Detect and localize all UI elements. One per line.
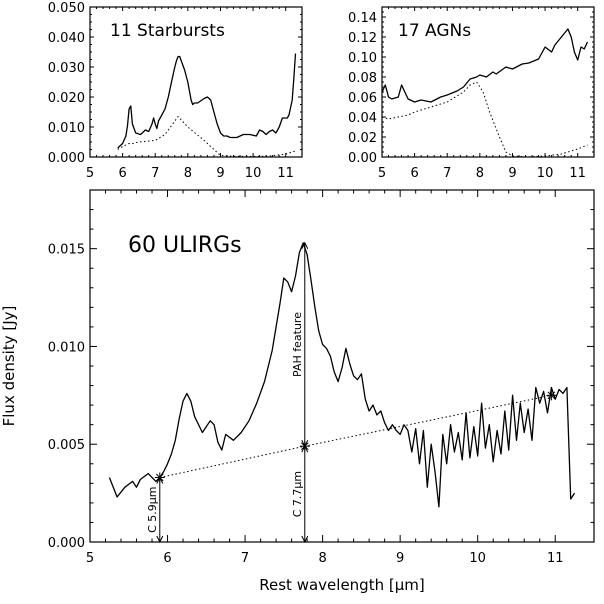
starbursts-x-tick-label: 5 <box>86 166 94 181</box>
annotation-label: C 7.7μm <box>291 471 304 517</box>
ulirgs-x-tick-label: 11 <box>547 551 564 566</box>
starbursts-x-tick-label: 8 <box>184 166 192 181</box>
starbursts-y-tick-label: 0.030 <box>48 61 85 76</box>
agns-x-tick-label: 11 <box>569 166 586 181</box>
ulirgs-x-tick-label: 7 <box>241 551 249 566</box>
panel-starbursts: 11 Starbursts 5 6 7 8 9 10 11 0.000 0.010 0.020 0.… <box>48 1 303 181</box>
starbursts-y-tick-label: 0.050 <box>48 1 85 16</box>
starbursts-continuum-line <box>117 116 296 157</box>
annotation-arrowhead <box>156 476 164 484</box>
annotation-arrowhead <box>156 535 164 544</box>
agns-x-tick-label: 9 <box>508 166 516 181</box>
agns-spectrum-line <box>381 28 589 103</box>
agns-x-tick-label: 5 <box>378 166 386 181</box>
panel-agns-title: 17 AGNs <box>398 21 471 41</box>
annotation-arrowhead <box>301 535 309 544</box>
panel-ulirgs-annotations: C 5.9μm C 7.7μm PAH feature <box>146 241 557 544</box>
ulirgs-x-tick-label: 5 <box>86 551 94 566</box>
starbursts-x-tick-label: 11 <box>277 166 294 181</box>
ulirgs-x-tick-label: 10 <box>469 551 486 566</box>
agns-y-tick-label: 0.12 <box>348 31 377 46</box>
agns-x-tick-label: 10 <box>537 166 554 181</box>
ulirgs-x-tick-label: 6 <box>163 551 171 566</box>
starbursts-x-tick-label: 7 <box>151 166 159 181</box>
ulirgs-y-tick-label: 0.010 <box>48 340 85 355</box>
starbursts-y-tick-label: 0.020 <box>48 91 85 106</box>
annotation-arrowhead <box>301 439 309 448</box>
ulirgs-y-tick-label: 0.015 <box>48 243 85 258</box>
agns-x-tick-label: 8 <box>476 166 484 181</box>
panel-agns: 17 AGNs 5 6 7 8 9 10 11 0.00 0.02 0.04 0.06 0.08 0.1… <box>348 6 595 181</box>
starbursts-x-tick-label: 9 <box>216 166 224 181</box>
panel-starbursts-ticks: 5 6 7 8 9 10 11 0.000 0.010 0.020 0.030 0.040 0.050 <box>48 1 302 181</box>
panel-ulirgs: 60 ULIRGs 5 6 7 8 9 10 110.0000.0050.0100.015 … <box>0 189 595 594</box>
starbursts-x-tick-label: 10 <box>245 166 262 181</box>
starbursts-x-tick-label: 6 <box>118 166 126 181</box>
panel-agns-ticks: 5 6 7 8 9 10 11 0.00 0.02 0.04 0.06 0.08 0.10 0.12 0.1… <box>348 7 594 181</box>
continuum-marker <box>546 390 557 401</box>
ulirgs-continuum-line <box>159 394 552 478</box>
panel-ulirgs-curves <box>108 242 576 508</box>
annotation-label: PAH feature <box>291 312 304 377</box>
annotation-label: C 5.9μm <box>146 487 159 533</box>
agns-y-tick-label: 0.06 <box>348 91 377 106</box>
x-axis-label: Rest wavelength [μm] <box>259 576 424 594</box>
ulirgs-y-tick-label: 0.005 <box>48 438 85 453</box>
agns-y-tick-label: 0.14 <box>348 11 377 26</box>
agns-y-tick-label: 0.10 <box>348 51 377 66</box>
agns-y-tick-label: 0.08 <box>348 71 377 86</box>
panel-agns-curves <box>381 28 589 158</box>
ulirgs-y-tick-label: 0.000 <box>48 536 85 551</box>
agns-y-tick-label: 0.00 <box>348 151 377 166</box>
starbursts-y-tick-label: 0.000 <box>48 151 85 166</box>
y-axis-label: Flux density [Jy] <box>0 306 18 427</box>
agns-y-tick-label: 0.04 <box>348 111 377 126</box>
ulirgs-x-tick-label: 9 <box>396 551 404 566</box>
agns-y-tick-label: 0.02 <box>348 131 377 146</box>
starbursts-y-tick-label: 0.010 <box>48 121 85 136</box>
ulirgs-spectrum-line <box>108 242 576 508</box>
ulirgs-x-tick-label: 8 <box>318 551 326 566</box>
panel-starbursts-title: 11 Starbursts <box>110 21 225 41</box>
agns-x-tick-label: 6 <box>410 166 418 181</box>
annotation-arrowhead <box>301 241 309 250</box>
panel-ulirgs-ticks: 5 6 7 8 9 10 11 0.000 0.005 0.010 0.015 <box>48 189 594 566</box>
panel-ulirgs-title: 60 ULIRGs <box>128 233 242 258</box>
agns-x-tick-label: 7 <box>443 166 451 181</box>
starbursts-spectrum-line <box>117 53 297 149</box>
starbursts-y-tick-label: 0.040 <box>48 31 85 46</box>
agns-continuum-line <box>381 81 588 158</box>
panel-starbursts-curves <box>117 53 297 157</box>
